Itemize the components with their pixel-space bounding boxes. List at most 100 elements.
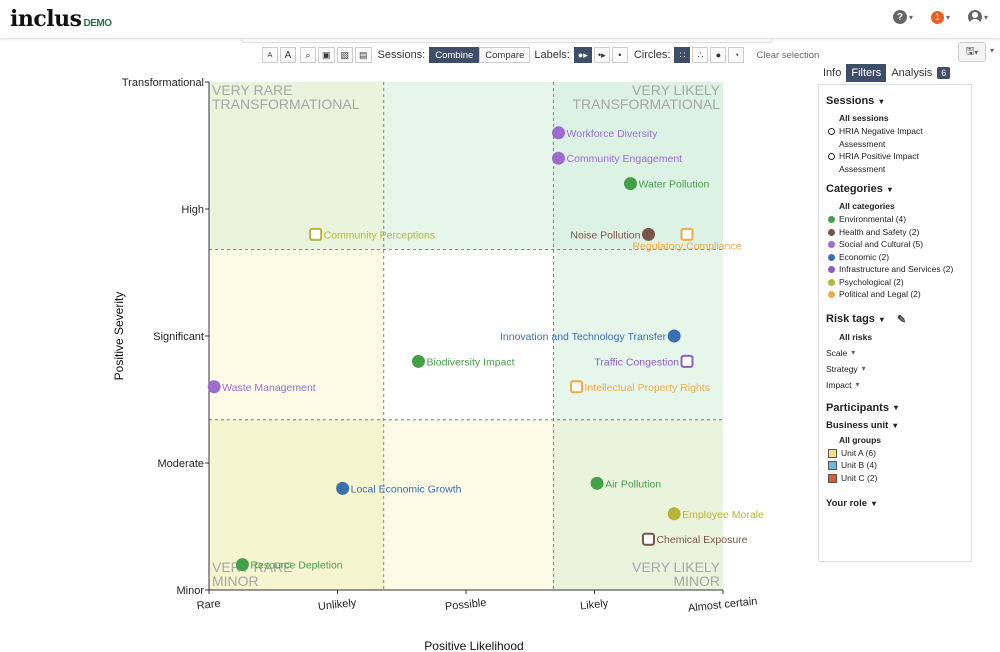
- risk-point-label[interactable]: Traffic Congestion: [594, 356, 679, 368]
- font-larger-button[interactable]: A: [280, 47, 296, 63]
- risk-point-label[interactable]: Workforce Diversity: [567, 128, 659, 140]
- tab-info[interactable]: Info: [823, 67, 842, 79]
- group-swatch-icon: [828, 461, 837, 470]
- risk-tags-section-header[interactable]: Risk tags ▾ ✎: [826, 313, 907, 326]
- risk-point-label[interactable]: Community Perceptions: [324, 229, 435, 241]
- risk-point-label[interactable]: Intellectual Property Rights: [585, 382, 710, 394]
- save-icon: 🖫: [965, 45, 975, 57]
- risk-point-label[interactable]: Local Economic Growth: [351, 483, 462, 495]
- sessions-section-header[interactable]: Sessions ▾: [826, 95, 884, 107]
- strategy-filter[interactable]: Strategy ▾: [826, 363, 866, 374]
- image-export-icon[interactable]: ▧: [336, 47, 354, 63]
- quadrant-label-top-right: TRANSFORMATIONAL: [572, 96, 720, 112]
- radio-ring-icon: [828, 153, 835, 160]
- radio-ring-icon: [828, 128, 835, 135]
- risk-point[interactable]: [590, 476, 604, 490]
- all-categories-option[interactable]: All categories: [839, 201, 895, 211]
- risk-point[interactable]: [552, 126, 566, 140]
- labels-label: Labels:: [534, 49, 570, 61]
- category-option[interactable]: Social and Cultural (5): [828, 238, 964, 251]
- save-button[interactable]: 🖫 ▾: [958, 42, 986, 62]
- risk-point[interactable]: [667, 507, 681, 521]
- grid-view-icon[interactable]: ▣: [318, 47, 335, 63]
- category-option[interactable]: Health and Safety (2): [828, 226, 964, 239]
- risk-zone: [553, 82, 723, 250]
- risk-point[interactable]: [570, 380, 584, 394]
- risk-point-label[interactable]: Community Engagement: [567, 153, 683, 165]
- risk-point[interactable]: [411, 354, 425, 368]
- font-smaller-button[interactable]: A: [262, 47, 278, 63]
- all-groups-option[interactable]: All groups: [839, 434, 882, 445]
- risk-point[interactable]: [552, 151, 566, 165]
- risk-point-label[interactable]: Resource Depletion: [250, 560, 342, 572]
- risk-point[interactable]: [207, 380, 221, 394]
- circles-cluster-icon[interactable]: ∴: [692, 47, 709, 63]
- clear-selection-link[interactable]: Clear selection: [756, 49, 820, 61]
- group-option[interactable]: Unit C (2): [828, 472, 964, 485]
- risk-point[interactable]: [623, 177, 637, 191]
- labels-all-icon[interactable]: ●▸: [573, 47, 592, 63]
- session-option[interactable]: HRIA Negative Impact Assessment: [828, 125, 964, 150]
- category-option[interactable]: Infrastructure and Services (2): [828, 263, 964, 276]
- pencil-icon[interactable]: ✎: [896, 313, 907, 326]
- chevron-down-icon: ▾: [851, 348, 856, 357]
- circles-bubble-icon[interactable]: ●: [710, 47, 727, 63]
- risk-point-label[interactable]: Waste Management: [222, 382, 316, 394]
- group-option[interactable]: Unit B (4): [828, 459, 964, 472]
- toolbar-tab-outline: [241, 38, 773, 43]
- risk-point[interactable]: [667, 329, 681, 343]
- session-option[interactable]: HRIA Positive Impact Assessment: [828, 150, 964, 175]
- participants-section-header[interactable]: Participants ▾: [826, 401, 898, 414]
- zoom-icon[interactable]: ⌕: [300, 47, 316, 63]
- notifications-menu[interactable]: 1 ▾: [930, 10, 950, 24]
- category-option[interactable]: Psychological (2): [828, 276, 964, 289]
- impact-filter[interactable]: Impact ▾: [826, 379, 860, 390]
- circles-dots-icon[interactable]: ∷: [674, 47, 691, 63]
- document-export-icon[interactable]: ▤: [355, 47, 372, 63]
- category-option[interactable]: Environmental (4): [828, 213, 964, 226]
- risk-point-label[interactable]: Regulatory Compliance: [632, 240, 741, 252]
- risk-point-label[interactable]: Biodiversity Impact: [426, 356, 514, 368]
- risk-point[interactable]: [680, 354, 694, 368]
- scale-filter[interactable]: Scale ▾: [826, 347, 856, 358]
- labels-none-icon[interactable]: •: [611, 47, 628, 63]
- risk-point-label[interactable]: Innovation and Technology Transfer: [500, 331, 667, 343]
- help-menu[interactable]: ? ▾: [892, 10, 913, 24]
- category-dot-icon: [828, 291, 835, 298]
- more-caret-icon[interactable]: ▾: [990, 46, 995, 55]
- user-menu[interactable]: ▾: [967, 10, 988, 24]
- labels-some-icon[interactable]: •▸: [593, 47, 610, 63]
- categories-section-header[interactable]: Categories ▾: [826, 183, 892, 195]
- all-sessions-option[interactable]: All sessions: [839, 113, 889, 123]
- risk-point-label[interactable]: Water Pollution: [638, 179, 709, 191]
- tab-filters[interactable]: Filters: [846, 64, 887, 82]
- y-tick-label: Minor: [176, 585, 204, 597]
- quadrant-label-bottom-right: VERY LIKELY: [632, 559, 721, 575]
- risk-point-label[interactable]: Air Pollution: [605, 478, 661, 490]
- risk-point-label[interactable]: Employee Morale: [682, 509, 764, 521]
- y-tick-label: Transformational: [122, 77, 204, 89]
- risk-point[interactable]: [336, 481, 350, 495]
- risk-point[interactable]: [680, 227, 694, 241]
- circles-pie-icon[interactable]: ◔: [728, 47, 745, 63]
- risk-point-label[interactable]: Noise Pollution: [570, 229, 640, 241]
- tab-analysis[interactable]: Analysis: [891, 67, 933, 79]
- category-option[interactable]: Economic (2): [828, 251, 964, 264]
- risk-point[interactable]: [641, 227, 655, 241]
- combine-button[interactable]: Combine: [429, 47, 480, 63]
- notification-badge: 1: [930, 10, 944, 24]
- group-swatch-icon: [828, 448, 837, 458]
- business-unit-header[interactable]: Business unit ▾: [826, 419, 898, 431]
- category-option[interactable]: Political and Legal (2): [828, 288, 964, 301]
- help-icon: ?: [892, 10, 907, 24]
- compare-button[interactable]: Compare: [479, 47, 531, 63]
- risk-point[interactable]: [641, 532, 655, 546]
- app-logo[interactable]: inclus DEMO: [10, 6, 112, 32]
- all-risks-option[interactable]: All risks: [839, 331, 873, 342]
- risk-point[interactable]: [235, 558, 249, 572]
- y-axis-label: Positive Severity: [112, 292, 126, 381]
- risk-point[interactable]: [309, 227, 323, 241]
- your-role-filter[interactable]: Your role ▾: [826, 498, 877, 509]
- risk-point-label[interactable]: Chemical Exposure: [656, 534, 747, 546]
- group-option[interactable]: Unit A (6): [828, 447, 964, 460]
